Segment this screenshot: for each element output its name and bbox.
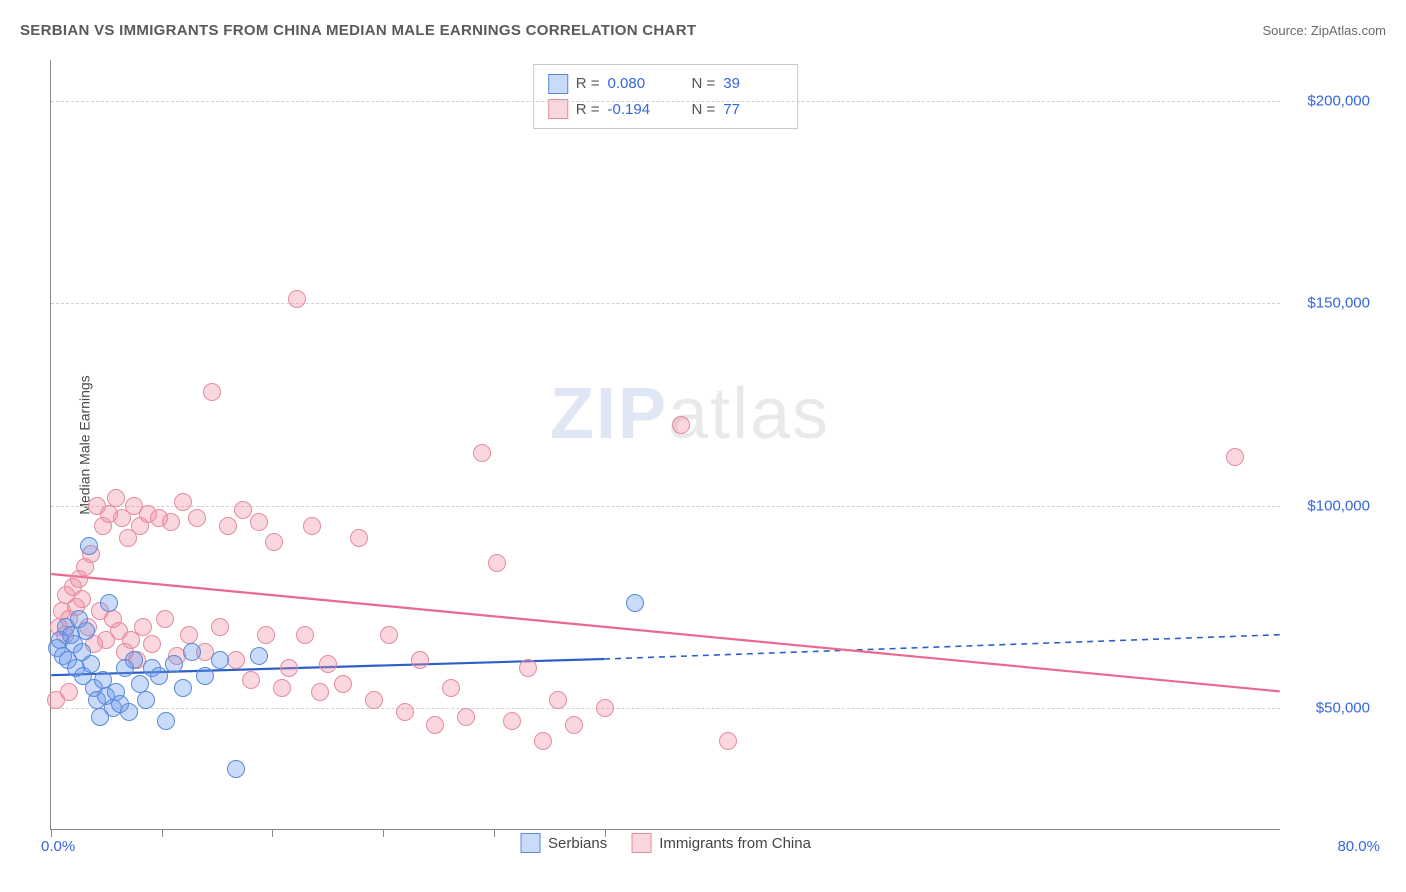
data-point bbox=[143, 635, 161, 653]
stats-legend: R =0.080N =39R =-0.194N =77 bbox=[533, 64, 799, 129]
data-point bbox=[211, 618, 229, 636]
data-point bbox=[273, 679, 291, 697]
x-axis-min: 0.0% bbox=[41, 838, 75, 855]
x-tick bbox=[51, 829, 52, 837]
data-point bbox=[157, 712, 175, 730]
series-legend: Serbians Immigrants from China bbox=[520, 833, 811, 853]
data-point bbox=[380, 626, 398, 644]
data-point bbox=[250, 647, 268, 665]
data-point bbox=[203, 383, 221, 401]
trend-lines bbox=[51, 60, 1280, 829]
data-point bbox=[319, 655, 337, 673]
data-point bbox=[162, 513, 180, 531]
plot-region: ZIPatlas R =0.080N =39R =-0.194N =77 0.0… bbox=[50, 60, 1280, 830]
data-point bbox=[107, 489, 125, 507]
stats-row: R = 0.080 N = 39 bbox=[548, 71, 784, 97]
data-point bbox=[311, 683, 329, 701]
data-point bbox=[396, 703, 414, 721]
x-tick bbox=[605, 829, 606, 837]
data-point bbox=[565, 716, 583, 734]
data-point bbox=[156, 610, 174, 628]
data-point bbox=[442, 679, 460, 697]
data-point bbox=[519, 659, 537, 677]
data-point bbox=[137, 691, 155, 709]
y-tick-label: $150,000 bbox=[1307, 295, 1370, 312]
data-point bbox=[303, 517, 321, 535]
data-point bbox=[219, 517, 237, 535]
data-point bbox=[265, 533, 283, 551]
data-point bbox=[503, 712, 521, 730]
data-point bbox=[80, 537, 98, 555]
data-point bbox=[134, 618, 152, 636]
data-point bbox=[488, 554, 506, 572]
y-tick-label: $100,000 bbox=[1307, 497, 1370, 514]
data-point bbox=[626, 594, 644, 612]
r-value: 0.080 bbox=[608, 71, 668, 97]
data-point bbox=[227, 760, 245, 778]
legend-swatch bbox=[631, 833, 651, 853]
data-point bbox=[457, 708, 475, 726]
legend-swatch bbox=[548, 99, 568, 119]
watermark: ZIPatlas bbox=[550, 373, 830, 455]
data-point bbox=[411, 651, 429, 669]
data-point bbox=[234, 501, 252, 519]
data-point bbox=[334, 675, 352, 693]
data-point bbox=[120, 703, 138, 721]
source-label: Source: ZipAtlas.com bbox=[1262, 23, 1386, 38]
x-axis-max: 80.0% bbox=[1337, 838, 1380, 855]
legend-item: Immigrants from China bbox=[631, 833, 811, 853]
legend-item: Serbians bbox=[520, 833, 607, 853]
legend-label: Immigrants from China bbox=[659, 835, 811, 852]
data-point bbox=[296, 626, 314, 644]
data-point bbox=[534, 732, 552, 750]
data-point bbox=[100, 594, 118, 612]
data-point bbox=[242, 671, 260, 689]
data-point bbox=[183, 643, 201, 661]
data-point bbox=[174, 679, 192, 697]
data-point bbox=[150, 667, 168, 685]
legend-swatch bbox=[548, 74, 568, 94]
data-point bbox=[77, 622, 95, 640]
y-tick-label: $200,000 bbox=[1307, 92, 1370, 109]
data-point bbox=[280, 659, 298, 677]
chart-area: Median Male Earnings ZIPatlas R =0.080N … bbox=[50, 60, 1370, 830]
data-point bbox=[125, 651, 143, 669]
data-point bbox=[250, 513, 268, 531]
data-point bbox=[365, 691, 383, 709]
data-point bbox=[596, 699, 614, 717]
data-point bbox=[82, 655, 100, 673]
data-point bbox=[257, 626, 275, 644]
data-point bbox=[719, 732, 737, 750]
data-point bbox=[672, 416, 690, 434]
data-point bbox=[180, 626, 198, 644]
data-point bbox=[73, 590, 91, 608]
data-point bbox=[174, 493, 192, 511]
data-point bbox=[60, 683, 78, 701]
data-point bbox=[165, 655, 183, 673]
n-value: 39 bbox=[723, 71, 783, 97]
data-point bbox=[188, 509, 206, 527]
r-label: R = bbox=[576, 71, 600, 97]
data-point bbox=[196, 667, 214, 685]
data-point bbox=[227, 651, 245, 669]
data-point bbox=[473, 444, 491, 462]
legend-swatch bbox=[520, 833, 540, 853]
data-point bbox=[1226, 448, 1244, 466]
gridline bbox=[51, 101, 1280, 102]
chart-title: SERBIAN VS IMMIGRANTS FROM CHINA MEDIAN … bbox=[20, 22, 696, 39]
data-point bbox=[549, 691, 567, 709]
n-label: N = bbox=[692, 71, 716, 97]
y-tick-label: $50,000 bbox=[1316, 700, 1370, 717]
data-point bbox=[350, 529, 368, 547]
data-point bbox=[288, 290, 306, 308]
x-tick bbox=[383, 829, 384, 837]
data-point bbox=[211, 651, 229, 669]
x-tick bbox=[272, 829, 273, 837]
data-point bbox=[426, 716, 444, 734]
gridline bbox=[51, 303, 1280, 304]
legend-label: Serbians bbox=[548, 835, 607, 852]
gridline bbox=[51, 708, 1280, 709]
x-tick bbox=[162, 829, 163, 837]
x-tick bbox=[494, 829, 495, 837]
